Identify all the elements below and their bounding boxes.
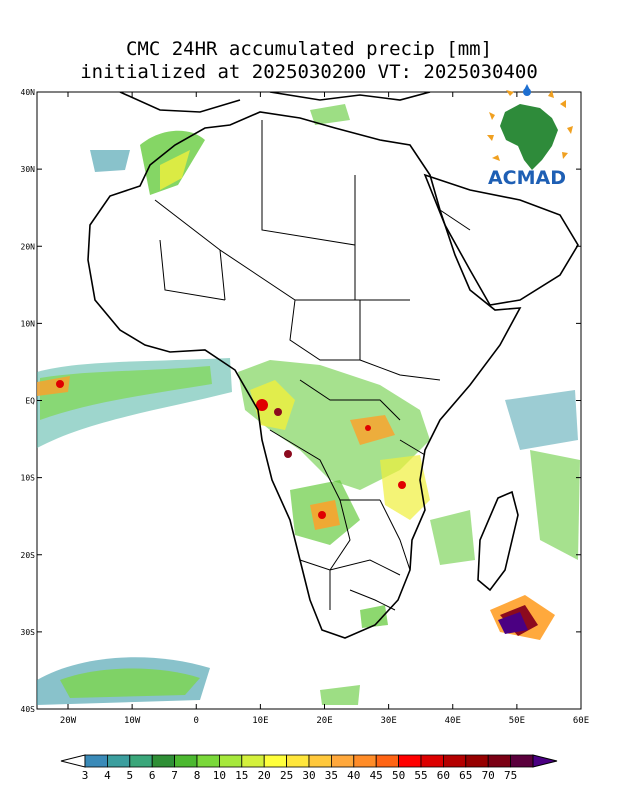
colorbar-label: 20 [258, 769, 271, 782]
colorbar-box [308, 754, 332, 768]
colorbar-box [129, 754, 153, 768]
axis-ticks [37, 91, 582, 710]
longitude-label: 30E [380, 716, 396, 726]
latitude-label: 30S [21, 628, 36, 637]
latitude-label: 20N [21, 242, 36, 251]
colorbar-label: 60 [437, 769, 450, 782]
colorbar-label: 5 [126, 769, 133, 782]
colorbar-box [263, 754, 288, 768]
longitude-label: 40E [445, 716, 461, 726]
country-borders [154, 120, 471, 611]
colorbar-label: 70 [482, 769, 495, 782]
longitude-label: 10W [124, 716, 141, 726]
colorbar-label: 8 [194, 769, 201, 782]
longitude-label: 60E [573, 716, 589, 726]
latitude-label: 40N [21, 88, 36, 97]
map-title-line-1: CMC 24HR accumulated precip [mm] [125, 38, 493, 60]
colorbar-box [286, 754, 310, 768]
colorbar-box [487, 754, 512, 768]
colorbar-box [84, 754, 108, 768]
colorbar-label: 10 [213, 769, 226, 782]
colorbar-label: 50 [392, 769, 405, 782]
longitude-label: 20W [60, 716, 77, 726]
precip-field [37, 104, 580, 705]
colorbar-box [353, 754, 377, 768]
colorbar-label: 65 [459, 769, 472, 782]
colorbar-max-arrow [532, 754, 558, 768]
latitude-label: EQ [25, 397, 35, 406]
colorbar-box [420, 754, 444, 768]
colorbar-box [442, 754, 467, 768]
colorbar-label: 40 [347, 769, 360, 782]
acmad-logo-text: ACMAD [488, 167, 566, 189]
colorbar-box [330, 754, 355, 768]
coastlines [87, 92, 579, 639]
latitude-axis: 40N 30N 20N 10N EQ 10S 20S 30S 40S [21, 88, 36, 714]
colorbar-box [241, 754, 265, 768]
colorbar-box [174, 754, 198, 768]
longitude-axis: 20W 10W 0 10E 20E 30E 40E 50E 60E [60, 716, 589, 726]
colorbar-box [218, 754, 243, 768]
longitude-label: 20E [316, 716, 332, 726]
colorbar-min-arrow [60, 754, 86, 768]
colorbar-label: 4 [104, 769, 111, 782]
colorbar-box [196, 754, 220, 768]
longitude-label: 0 [194, 716, 199, 726]
colorbar-box [107, 754, 131, 768]
colorbar-label: 3 [82, 769, 89, 782]
colorbar-label: 7 [171, 769, 178, 782]
colorbar-box [465, 754, 489, 768]
latitude-label: 30N [21, 165, 36, 174]
longitude-label: 10E [252, 716, 268, 726]
colorbar-box [375, 754, 400, 768]
africa-map-logo-icon [487, 84, 573, 170]
map-title-line-2: initialized at 2025030200 VT: 2025030400 [80, 61, 538, 83]
colorbar-label: 15 [235, 769, 248, 782]
colorbar-label: 25 [280, 769, 293, 782]
colorbar-label: 30 [302, 769, 315, 782]
colorbar-label: 35 [325, 769, 338, 782]
latitude-label: 20S [21, 551, 36, 560]
colorbar-label: 45 [370, 769, 383, 782]
latitude-label: 10S [21, 474, 36, 483]
colorbar-box [398, 754, 422, 768]
colorbar-label: 6 [149, 769, 156, 782]
longitude-label: 50E [509, 716, 525, 726]
colorbar-box [510, 754, 534, 768]
acmad-logo: ACMAD [487, 84, 573, 189]
colorbar-label: 75 [504, 769, 517, 782]
colorbar-label: 55 [414, 769, 427, 782]
colorbar: 3 4 5 6 7 8 10 15 20 25 30 35 40 45 50 55 60 65 70 75 [60, 754, 558, 782]
latitude-label: 10N [21, 319, 36, 328]
latitude-label: 40S [21, 705, 36, 714]
colorbar-box [151, 754, 175, 768]
